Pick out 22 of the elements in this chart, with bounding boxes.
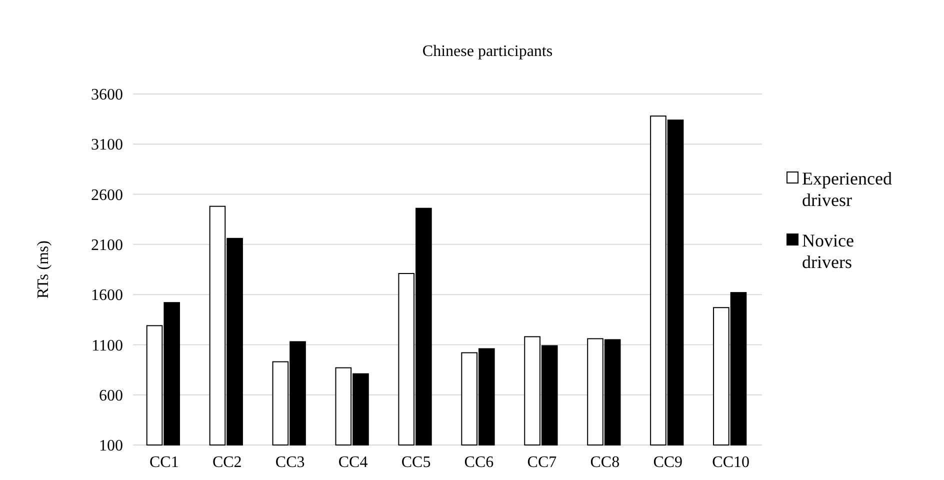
y-tick-label: 600: [99, 387, 123, 404]
y-tick-label: 100: [99, 438, 123, 455]
x-tick-label: CC4: [338, 454, 368, 471]
y-tick-label: 1600: [91, 287, 123, 304]
chart-title: Chinese participants: [422, 43, 553, 60]
legend-label: Novice drivers: [802, 230, 854, 272]
x-tick-label: CC7: [527, 454, 557, 471]
x-tick-label: CC5: [401, 454, 431, 471]
x-tick-label: CC6: [464, 454, 494, 471]
y-tick-label: 3100: [91, 136, 123, 154]
y-tick-label: 1100: [92, 337, 123, 354]
y-axis-title: RTs (ms): [35, 240, 52, 298]
x-tick-label: CC1: [149, 454, 179, 471]
y-tick-label: 2600: [91, 186, 123, 204]
legend-label: Experienced drivesr: [802, 168, 892, 210]
x-tick-label: CC10: [712, 454, 750, 471]
x-tick-label: CC9: [653, 454, 683, 471]
y-tick-label: 2100: [91, 237, 123, 254]
x-tick-label: CC2: [212, 454, 242, 471]
y-tick-label: 3600: [91, 86, 123, 104]
x-tick-label: CC8: [590, 454, 620, 471]
x-tick-label: CC3: [275, 454, 305, 471]
